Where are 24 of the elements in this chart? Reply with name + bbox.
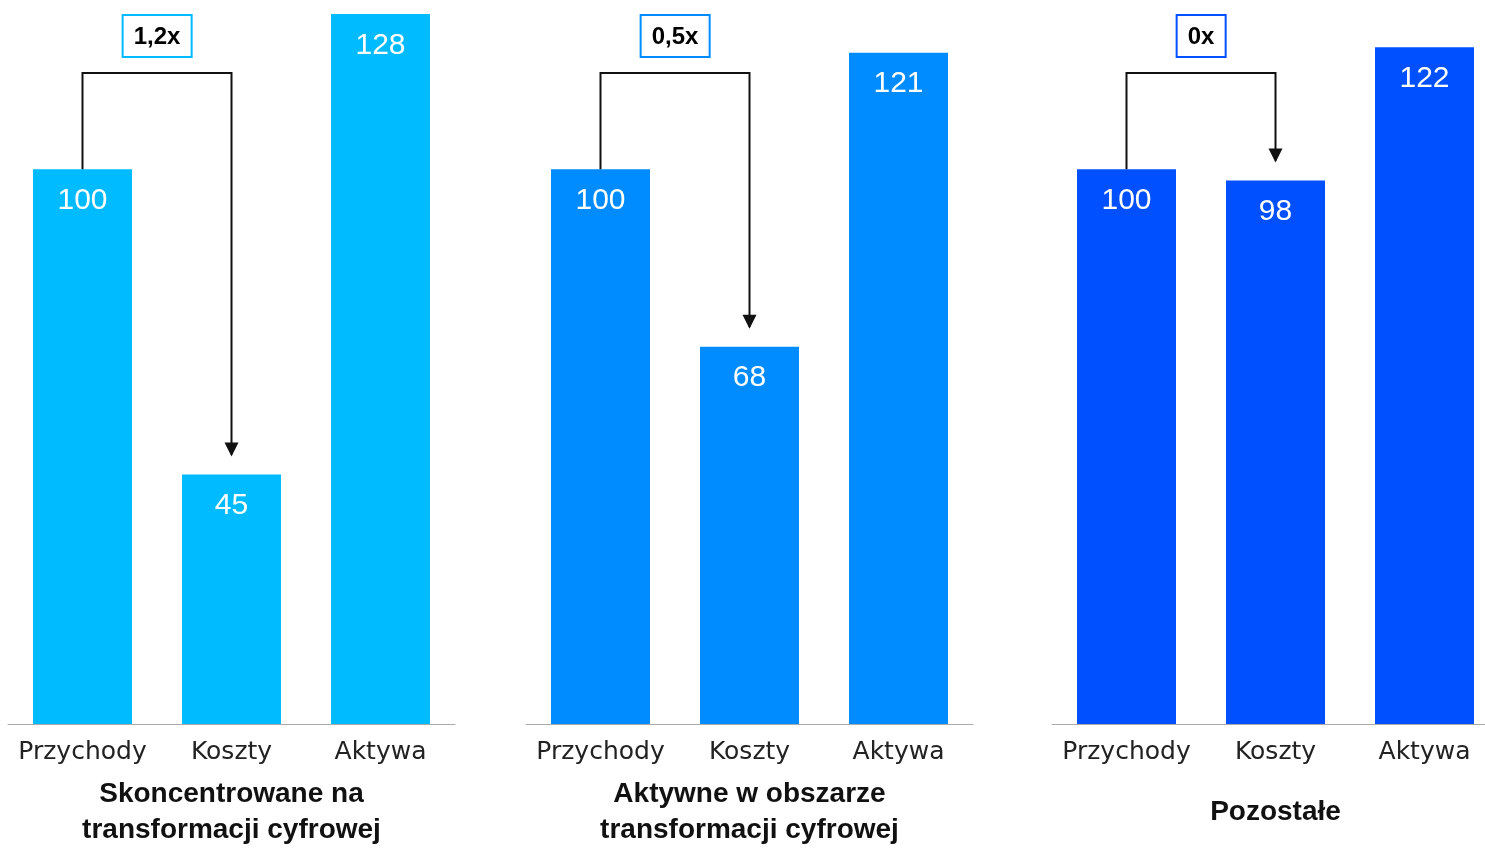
data-label: 100 (57, 181, 108, 215)
x-tick-label: Przychody (536, 736, 665, 765)
data-label: 45 (214, 486, 249, 520)
x-tick-label: Przychody (1062, 736, 1191, 765)
x-axis-title: Aktywne w obszarze transformacji cyfrowej (599, 776, 900, 846)
x-tick-label: Aktywa (1378, 736, 1471, 765)
annotation: 1,2x (121, 14, 193, 58)
x-axis-title: Skoncentrowane na transformacji cyfrowej (81, 776, 382, 846)
data-label: 122 (1399, 59, 1450, 93)
x-tick-label: Aktywa (852, 736, 945, 765)
data-label: 128 (355, 26, 406, 60)
x-tick-label: Aktywa (334, 736, 427, 765)
data-label: 98 (1258, 192, 1293, 226)
x-axis-title: Pozostałe (1209, 794, 1342, 828)
x-tick-label: Koszty (1234, 736, 1317, 765)
data-label: 68 (732, 359, 767, 393)
data-label: 121 (873, 65, 924, 99)
x-tick-label: Koszty (708, 736, 791, 765)
data-label: 100 (575, 181, 626, 215)
x-tick-label: Koszty (190, 736, 273, 765)
data-label: 100 (1101, 181, 1152, 215)
annotation: 0x (1175, 14, 1227, 58)
x-tick-label: Przychody (18, 736, 147, 765)
text: 0,5x (639, 14, 711, 58)
